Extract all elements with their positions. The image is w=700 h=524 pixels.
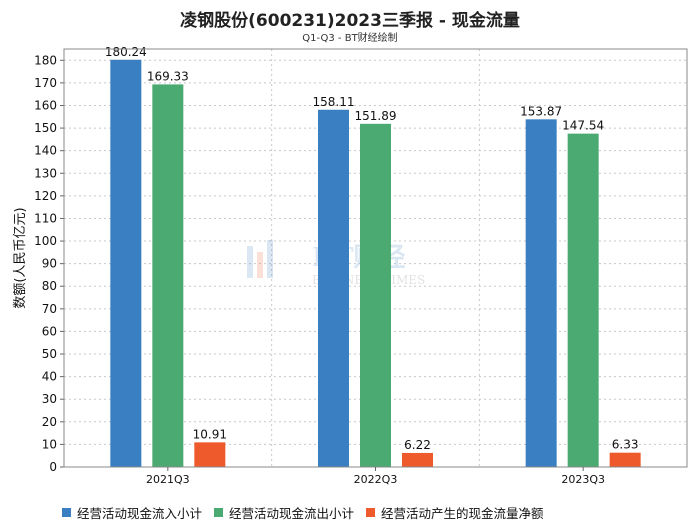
legend-label: 经营活动现金流入小计	[77, 506, 203, 521]
legend-swatch	[214, 508, 224, 517]
legend-label: 经营活动产生的现金流量净额	[381, 506, 544, 521]
legend-swatch	[366, 508, 376, 517]
axes-layer: 0 10 20 30 40 50 60 70 80 90 100 110 120 130 140 150 160…	[34, 48, 688, 486]
bar	[525, 119, 557, 467]
bar-value-label: 147.54	[562, 119, 604, 133]
y-tick-label: 70	[42, 302, 57, 316]
x-tick-label: 2022Q3	[354, 473, 398, 486]
legend-swatch	[62, 508, 71, 517]
y-axis-label: 数额(人民币亿元)	[13, 207, 28, 308]
y-tick-label: 0	[49, 460, 57, 474]
y-tick-label: 90	[42, 257, 57, 271]
y-tick-label: 20	[42, 415, 57, 429]
bar	[152, 84, 184, 467]
chart-subtitle: Q1-Q3 - BT财经绘制	[302, 33, 398, 44]
bar-value-label: 10.91	[193, 427, 227, 441]
bar-value-label: 151.89	[355, 109, 397, 123]
y-tick-label: 170	[34, 76, 57, 90]
bar	[567, 133, 599, 468]
chart-plot: BT财经 BUSINESS TIMES 180.24169.3310.91158…	[13, 45, 688, 486]
y-tick-label: 180	[34, 53, 57, 67]
bars-layer	[110, 59, 641, 468]
y-tick-label: 40	[42, 370, 57, 384]
bar-value-label: 180.24	[105, 45, 147, 59]
legend-item: 经营活动现金流出小计	[214, 503, 354, 522]
bar	[318, 109, 349, 467]
bar	[360, 123, 391, 467]
bar-value-label: 169.33	[147, 69, 189, 83]
y-tick-label: 100	[34, 234, 57, 248]
bar-value-label: 158.11	[313, 95, 355, 109]
y-tick-label: 110	[34, 211, 57, 225]
y-tick-label: 120	[34, 189, 57, 203]
y-tick-label: 160	[34, 98, 57, 112]
watermark-logo-icon	[267, 240, 273, 278]
bar	[110, 59, 142, 467]
legend: 经营活动现金流入小计 经营活动现金流出小计 经营活动产生的现金流量净额	[62, 503, 544, 522]
chart-title: 凌钢股份(600231)2023三季报 - 现金流量	[180, 11, 520, 31]
y-tick-label: 80	[42, 279, 57, 293]
watermark-logo-icon	[247, 246, 253, 278]
y-tick-label: 10	[42, 437, 57, 451]
y-tick-label: 50	[42, 347, 57, 361]
y-tick-label: 150	[34, 121, 57, 135]
y-tick-label: 130	[34, 166, 57, 180]
y-tick-label: 60	[42, 324, 57, 338]
watermark-logo-icon	[257, 252, 263, 278]
y-tick-label: 30	[42, 392, 57, 406]
legend-item: 经营活动现金流入小计	[62, 503, 202, 522]
x-tick-label: 2023Q3	[561, 473, 605, 486]
legend-label: 经营活动现金流出小计	[229, 506, 355, 521]
y-tick-label: 140	[34, 144, 57, 158]
bar	[402, 452, 433, 467]
bar	[609, 452, 641, 467]
bar-value-label: 153.87	[520, 104, 562, 118]
bar-value-label: 6.22	[404, 438, 431, 452]
legend-item: 经营活动产生的现金流量净额	[366, 503, 544, 522]
bar-value-label: 6.33	[612, 438, 639, 452]
bar	[194, 442, 226, 467]
x-tick-label: 2021Q3	[146, 473, 190, 486]
